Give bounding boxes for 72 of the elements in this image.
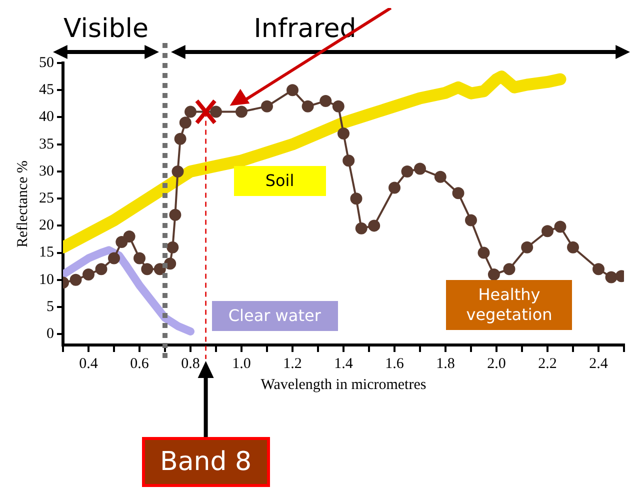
y-tick-label: 45	[39, 82, 54, 98]
point	[503, 263, 516, 276]
point	[166, 241, 179, 254]
point	[141, 263, 154, 276]
point	[172, 165, 184, 178]
y-tick-label: 25	[39, 190, 54, 207]
point	[116, 236, 128, 248]
point	[342, 154, 355, 167]
x-tick-label: 1.8	[436, 356, 455, 372]
point	[286, 84, 298, 96]
point	[302, 100, 314, 112]
y-tick-label: 0	[46, 326, 54, 342]
text: Band 8	[142, 437, 270, 487]
text: Infrared	[252, 14, 358, 44]
point	[174, 132, 186, 145]
point	[542, 225, 554, 238]
point	[184, 106, 196, 118]
point	[210, 106, 222, 118]
point	[478, 246, 490, 259]
y-tick-label: 35	[39, 136, 54, 152]
point	[434, 170, 446, 183]
y-tick-label: 40	[39, 109, 54, 126]
point	[179, 116, 192, 129]
point	[123, 230, 136, 243]
point	[368, 220, 380, 232]
point	[338, 128, 350, 140]
x-tick-label: 0.4	[79, 356, 98, 372]
point	[355, 222, 368, 234]
y-tick-label: 5	[46, 298, 54, 315]
point	[169, 208, 182, 221]
point	[521, 241, 534, 254]
point	[465, 214, 477, 226]
x-tick-label: 2.0	[487, 356, 506, 372]
point	[414, 162, 426, 175]
x-tick-label: 0.8	[181, 356, 200, 372]
point	[134, 252, 146, 264]
y-tick-label: 30	[39, 163, 54, 180]
point	[452, 187, 464, 200]
point	[605, 271, 618, 284]
point	[82, 268, 94, 280]
point	[401, 165, 414, 178]
point	[488, 268, 500, 280]
y-tick-label: 15	[39, 244, 54, 261]
x-tick-label: 1.0	[232, 356, 251, 372]
y-tick-label: 50	[39, 54, 54, 71]
point	[567, 241, 579, 254]
label-tag: Soil	[234, 166, 326, 196]
x-tick-label: 1.2	[283, 356, 302, 372]
point	[236, 106, 248, 118]
point	[388, 182, 400, 194]
text: Visible	[62, 14, 150, 44]
label-tag: Clear water	[212, 301, 338, 332]
point	[95, 263, 108, 276]
point	[70, 274, 82, 286]
x-tick-label: 1.6	[385, 356, 404, 372]
point	[332, 100, 344, 112]
point	[320, 94, 332, 107]
x-tick-label: 0.6	[130, 356, 150, 372]
point	[554, 220, 566, 233]
label-tag: Healthy vegetation	[446, 280, 572, 330]
y-tick-label: 10	[39, 272, 54, 288]
x-axis-title: Wavelength in micrometres	[260, 376, 426, 393]
y-axis-title: Reflectance %	[14, 160, 31, 248]
x-tick-label: 1.4	[334, 356, 354, 372]
point	[592, 263, 604, 276]
point	[154, 263, 166, 276]
point	[261, 100, 273, 112]
y-tick-label: 20	[39, 218, 54, 234]
point	[108, 252, 120, 264]
x-tick-label: 2.2	[538, 356, 557, 372]
x-tick-label: 2.4	[589, 356, 608, 372]
point	[350, 192, 362, 205]
